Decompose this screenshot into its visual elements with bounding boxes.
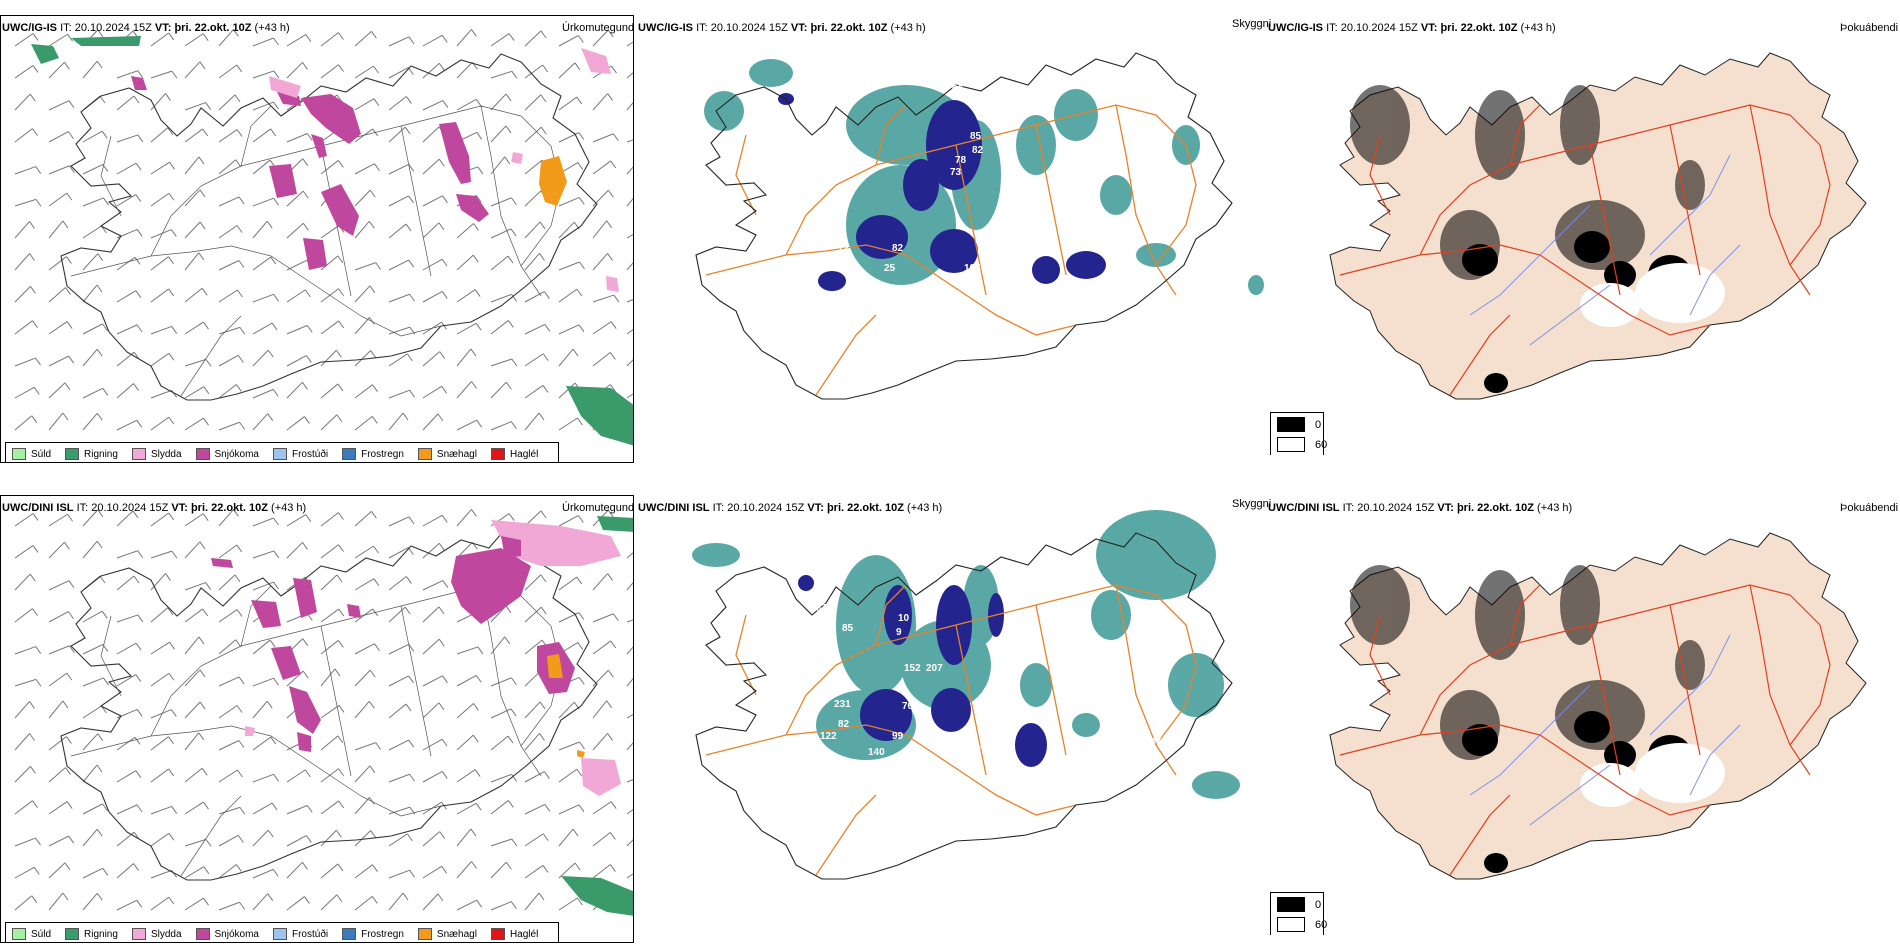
legend-snow: Snjókoma [214,448,259,460]
title-visibility-top: Skyggni [1232,18,1272,30]
height-label: 10 [898,613,910,624]
rain-area [561,516,633,916]
legend-sleet: Slydda [150,448,182,460]
title-precip-top: Úrkomutegund [562,22,635,34]
height-label: 9 [896,627,902,638]
sleet-area [269,48,619,292]
height-label: 85 [970,131,982,142]
sleet-area [245,520,621,796]
precip-panel-bottom: Súld Rigning Slydda Snjókoma Frostúði Fr… [0,495,634,943]
snow-area [131,76,489,270]
height-label: 99 [892,731,904,742]
height-label: 140 [868,747,885,758]
height-label: 73 [950,167,962,178]
height-label: 769 [902,701,919,712]
title-precip-bottom: Úrkomutegund [562,502,635,514]
header-visibility-bottom: UWC/DINI ISL IT: 20.10.2024 15Z VT: þri.… [638,502,943,514]
precip-map-top [14,29,633,446]
fog-legend-top: 0 60 [1270,412,1327,455]
height-label: 122 [820,731,837,742]
height-label: 25 [884,263,896,274]
title-fog-top: Þokuábendi [1840,22,1899,34]
height-label: 82 [972,145,984,156]
height-label: 78 [955,155,967,166]
header-fog-top: UWC/IG-IS IT: 20.10.2024 15Z VT: þri. 22… [1268,22,1556,34]
header-fog-bottom: UWC/DINI ISL IT: 20.10.2024 15Z VT: þri.… [1268,502,1573,514]
header-precip-top: UWC/IG-IS IT: 20.10.2024 15Z VT: þri. 22… [2,22,290,34]
height-label: 82 [892,243,904,254]
height-label: 231 [834,699,851,710]
height-label: 66 [952,84,964,95]
height-label: 96 [1018,261,1030,272]
graupel-area [539,156,567,206]
title-visibility-bottom: Skyggni [1232,498,1272,510]
height-label: 151 [1005,182,1022,193]
legend-hail: Haglél [509,448,539,460]
rain-area [31,36,633,446]
header-visibility-top: UWC/IG-IS IT: 20.10.2024 15Z VT: þri. 22… [638,22,926,34]
header-precip-bottom: UWC/DINI ISL IT: 20.10.2024 15Z VT: þri.… [2,502,307,514]
height-label: 207 [926,663,943,674]
precip-legend-bottom: Súld Rigning Slydda Snjókoma Frostúði Fr… [5,922,560,942]
fog-panel-top: 0 60 [1270,15,1900,455]
height-label: 81 [980,741,992,752]
height-label: 152 [904,663,921,674]
height-label: 62 [1000,97,1012,108]
fog-legend-bottom: 0 60 [1270,892,1327,935]
legend-rain: Rigning [84,448,118,460]
legend-graupel: Snæhagl [436,448,477,460]
fog-map-bottom [1329,532,1867,880]
fog-panel-bottom: 0 60 [1270,495,1900,935]
height-label: 85 [842,623,854,634]
precip-panel-top: Súld Rigning Slydda Snjókoma Frostúði Fr… [0,15,634,463]
legend-freezing-rain: Frostregn [361,448,404,460]
height-label: 37 [1150,737,1162,748]
height-label: 91 [1060,617,1072,628]
title-fog-bottom: Þokuábendi [1840,502,1899,514]
height-label: 72 [838,243,850,254]
precip-map-bottom [14,509,633,916]
precip-legend: Súld Rigning Slydda Snjókoma Frostúði Fr… [5,442,560,462]
height-label: 37 [816,603,828,614]
graupel-area [547,654,585,758]
legend-freezing-drizzle: Frostúði [291,448,329,460]
snow-area [211,536,575,752]
height-label: 103 [1020,190,1037,201]
height-label: 104 [964,263,981,274]
fog-map-top [1329,52,1867,400]
height-label: 82 [838,719,850,730]
legend-drizzle: Súld [31,448,52,460]
